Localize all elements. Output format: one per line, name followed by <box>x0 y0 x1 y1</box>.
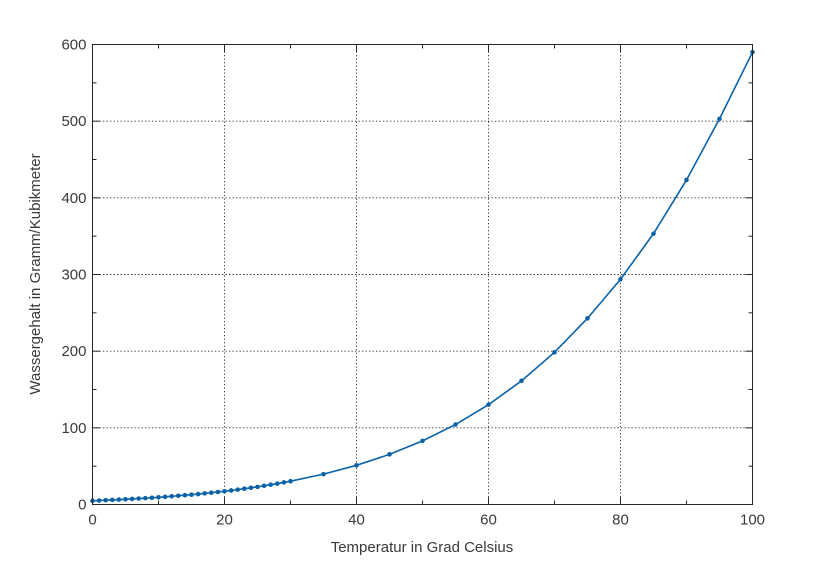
data-point <box>182 492 188 498</box>
data-point <box>116 497 122 502</box>
y-tick-label: 300 <box>61 267 86 284</box>
data-point <box>129 496 135 502</box>
data-point <box>189 492 194 497</box>
x-tick-label: 80 <box>612 512 629 529</box>
data-point <box>268 482 274 488</box>
data-point <box>143 495 148 501</box>
data-point <box>387 452 392 457</box>
data-point <box>96 498 102 503</box>
data-point <box>255 484 260 490</box>
series-line <box>92 51 754 502</box>
data-point <box>136 496 141 501</box>
x-axis-title: Temperatur in Grad Celsius <box>331 539 514 556</box>
data-point <box>717 116 722 122</box>
data-point <box>321 471 326 477</box>
y-axis-title: Wassergehalt in Gramm/Kubikmeter <box>27 153 44 394</box>
data-point <box>162 494 168 500</box>
data-point <box>288 478 293 484</box>
data-point <box>156 494 161 500</box>
data-point <box>176 493 181 499</box>
data-point <box>209 490 214 495</box>
x-tick-label: 40 <box>348 512 365 529</box>
data-point <box>618 276 623 282</box>
x-tick-label: 100 <box>740 512 765 529</box>
data-point <box>110 497 115 503</box>
data-point <box>149 495 155 501</box>
plot-frame <box>92 44 753 505</box>
data-points <box>90 49 755 504</box>
data-point <box>222 488 227 494</box>
data-point <box>354 463 359 468</box>
data-point <box>651 231 656 236</box>
data-point <box>552 350 557 355</box>
data-point <box>169 493 174 499</box>
y-tick-label: 200 <box>61 343 86 360</box>
data-point <box>235 487 240 492</box>
y-tick-label: 0 <box>78 497 86 514</box>
data-point <box>420 438 425 444</box>
x-tick-label: 60 <box>480 512 497 529</box>
y-tick-label: 400 <box>61 190 86 207</box>
data-point <box>242 486 247 492</box>
data-point <box>281 480 287 485</box>
data-point <box>519 378 524 384</box>
grid-lines <box>92 44 753 505</box>
data-point <box>215 489 221 495</box>
tick-labels: 0 20 40 60 80 100 0 100 200 300 400 500 600 <box>61 37 765 529</box>
y-tick-label: 600 <box>61 37 86 54</box>
data-point <box>486 402 491 407</box>
y-tick-label: 500 <box>61 113 86 130</box>
data-point <box>453 422 458 427</box>
data-point <box>585 316 590 321</box>
data-point <box>103 497 108 503</box>
data-point <box>195 491 201 497</box>
data-point <box>202 491 207 496</box>
data-point <box>684 177 689 183</box>
y-tick-label: 100 <box>61 420 86 437</box>
data-point <box>261 483 267 489</box>
data-point <box>248 485 254 491</box>
data-point <box>275 481 280 486</box>
data-point <box>123 496 128 502</box>
x-tick-label: 0 <box>88 512 96 529</box>
data-point <box>228 488 234 493</box>
x-tick-label: 20 <box>216 512 233 529</box>
